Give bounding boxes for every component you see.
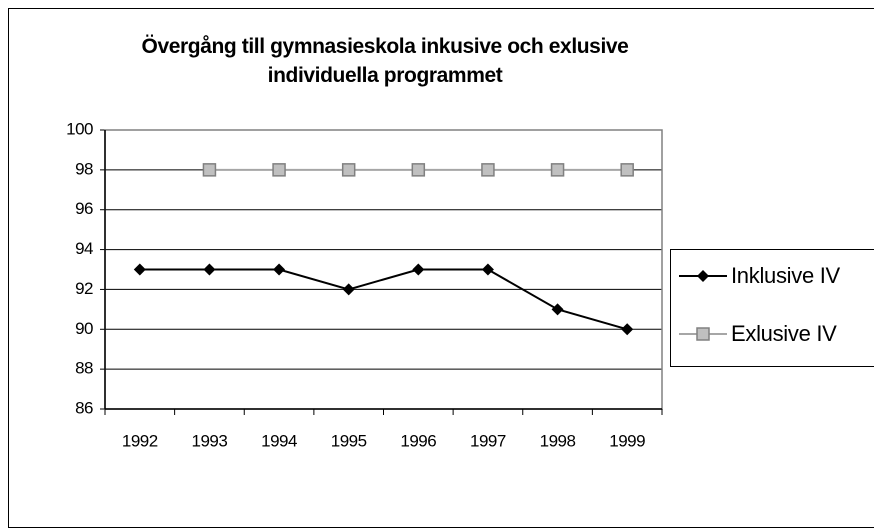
marker xyxy=(202,163,217,177)
legend-item: Exlusive IV xyxy=(671,322,859,346)
y-tick-label: 88 xyxy=(75,359,93,378)
marker xyxy=(621,323,634,336)
marker xyxy=(272,163,286,177)
marker xyxy=(620,163,634,177)
marker xyxy=(551,303,564,316)
marker xyxy=(342,283,355,296)
y-tick-label: 96 xyxy=(75,199,93,218)
legend-label: Exlusive IV xyxy=(731,321,837,346)
y-tick-label: 98 xyxy=(75,159,93,178)
y-tick-label: 94 xyxy=(75,239,93,258)
y-tick-label: 92 xyxy=(75,279,93,298)
x-tick-label: 1999 xyxy=(609,431,645,450)
chart: 86 88 90 92 94 96 98 100 1992 1993 1994 1995 1996 199… xyxy=(66,119,663,450)
marker xyxy=(481,263,494,276)
series-line xyxy=(139,268,628,331)
marker xyxy=(697,270,709,282)
marker xyxy=(341,163,356,177)
marker xyxy=(203,263,216,276)
marker xyxy=(412,263,425,276)
page: {"chart_data": {"type": "line", "title":… xyxy=(8,8,874,528)
y-tick-label: 90 xyxy=(75,319,93,338)
y-tick-label: 86 xyxy=(75,398,93,417)
x-tick-label: 1995 xyxy=(331,431,367,450)
x-tick-label: 1992 xyxy=(122,431,158,450)
marker xyxy=(273,263,286,276)
chart-title: Övergång till gymnasieskola inkusive och… xyxy=(141,35,629,87)
marker xyxy=(481,163,495,177)
marker xyxy=(411,163,426,177)
x-tick-label: 1997 xyxy=(470,431,506,450)
marker xyxy=(696,327,710,341)
legend: Inklusive IV Exlusive IV xyxy=(670,249,874,367)
legend-swatch xyxy=(679,270,727,282)
x-tick-label: 1998 xyxy=(540,431,576,450)
legend-swatch xyxy=(679,327,727,341)
legend-label: Inklusive IV xyxy=(731,263,840,288)
y-tick-label: 100 xyxy=(66,119,93,138)
marker xyxy=(550,163,565,177)
marker xyxy=(133,263,146,276)
x-tick-label: 1993 xyxy=(192,431,228,450)
x-tick-label: 1994 xyxy=(261,431,297,450)
legend-item: Inklusive IV xyxy=(671,264,841,288)
x-tick-label: 1996 xyxy=(400,431,436,450)
